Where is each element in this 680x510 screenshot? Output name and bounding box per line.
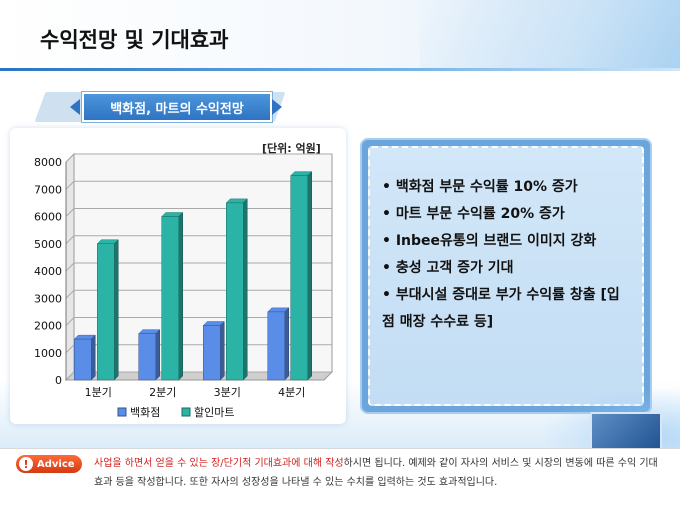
bar-side xyxy=(284,307,289,381)
gridline-diagonal xyxy=(65,235,75,245)
y-tick-label: 8000 xyxy=(34,156,62,169)
x-tick-label: 4분기 xyxy=(278,386,305,399)
legend-label: 백화점 xyxy=(130,406,160,419)
bar-백화점-4분기 xyxy=(267,311,285,381)
bar-side xyxy=(307,171,312,381)
info-point: • 백화점 부문 수익률 10% 증가 xyxy=(382,179,578,195)
bar-side xyxy=(178,211,183,381)
expected-effects-list: • 백화점 부문 수익률 10% 증가 • 마트 부문 수익률 20% 증가 • I… xyxy=(382,174,632,336)
info-point: • 부대시설 증대로 부가 수익률 창출 [입점 매장 수수료 등] xyxy=(382,287,620,330)
bar-side xyxy=(243,198,248,381)
bar-할인마트-4분기 xyxy=(290,175,308,381)
bar-side xyxy=(91,334,96,381)
gridline-diagonal xyxy=(65,208,75,217)
advice-badge: ! Advice xyxy=(16,455,82,473)
gridline-diagonal xyxy=(65,262,75,272)
y-tick-label: 6000 xyxy=(34,211,62,224)
banner-arrow-right xyxy=(272,99,282,115)
y-tick-label: 2000 xyxy=(34,320,62,333)
banner-arrow-left xyxy=(70,99,80,115)
chart-unit-label: [단위: 억원] xyxy=(262,142,321,155)
bar-백화점-1분기 xyxy=(74,338,92,381)
x-tick-label: 3분기 xyxy=(214,386,241,399)
bar-할인마트-3분기 xyxy=(226,202,244,381)
banner-box: 백화점, 마트의 수익전망 xyxy=(82,92,272,122)
bar-side xyxy=(155,329,160,381)
gridline-diagonal xyxy=(65,317,75,326)
info-point: • 마트 부문 수익률 20% 증가 xyxy=(382,206,565,222)
gridline-diagonal xyxy=(65,371,75,381)
section-banner: 백화점, 마트의 수익전망 xyxy=(34,92,286,122)
bar-백화점-3분기 xyxy=(203,325,221,381)
section-banner-text: 백화점, 마트의 수익전망 xyxy=(110,101,244,117)
info-point: • 충성 고객 증가 기대 xyxy=(382,260,514,276)
advice-footer: ! Advice 사업을 하면서 얻을 수 있는 장/단기적 기대효과에 대해 … xyxy=(0,448,680,510)
legend-swatch xyxy=(181,407,191,417)
y-tick-label: 5000 xyxy=(34,238,62,251)
y-tick-label: 4000 xyxy=(34,265,62,278)
advice-body: 하시면 됩니다. 예제와 같이 자사의 서비스 및 시장의 변동에 따른 수익 … xyxy=(94,458,658,488)
y-tick-label: 0 xyxy=(55,374,62,387)
info-point: • Inbee유통의 브랜드 이미지 강화 xyxy=(382,233,597,249)
gridline-diagonal xyxy=(65,289,75,299)
advice-text: 사업을 하면서 얻을 수 있는 장/단기적 기대효과에 대해 작성하시면 됩니다… xyxy=(94,454,664,492)
header-decoration xyxy=(420,0,680,68)
gridline-diagonal xyxy=(65,180,75,190)
advice-highlight: 사업을 하면서 얻을 수 있는 장/단기적 기대효과에 대해 작성 xyxy=(94,458,344,469)
bar-할인마트-1분기 xyxy=(97,243,115,381)
bar-side xyxy=(114,239,119,381)
legend-swatch xyxy=(117,407,127,417)
info-panel: • 백화점 부문 수익률 10% 증가 • 마트 부문 수익률 20% 증가 • I… xyxy=(362,140,650,412)
bar-백화점-2분기 xyxy=(138,333,156,381)
y-tick-label: 7000 xyxy=(34,183,62,196)
gridline-diagonal xyxy=(65,344,75,354)
y-tick-label: 1000 xyxy=(34,347,62,360)
bar-side xyxy=(220,320,225,381)
exclamation-icon: ! xyxy=(19,457,33,471)
advice-label: Advice xyxy=(37,458,75,470)
gridline-diagonal xyxy=(65,153,75,163)
info-panel-inner: • 백화점 부문 수익률 10% 증가 • 마트 부문 수익률 20% 증가 • I… xyxy=(368,146,644,406)
header-divider xyxy=(0,68,680,71)
x-tick-label: 2분기 xyxy=(149,386,176,399)
y-tick-label: 3000 xyxy=(34,292,62,305)
legend-label: 할인마트 xyxy=(194,406,234,419)
page-title: 수익전망 및 기대효과 xyxy=(40,28,229,52)
x-tick-label: 1분기 xyxy=(85,386,112,399)
revenue-bar-chart: 0 1000 2000 3000 4000 5000 6000 7000 8000 1분기 2분기 3… xyxy=(34,152,334,419)
bar-할인마트-2분기 xyxy=(161,216,179,381)
